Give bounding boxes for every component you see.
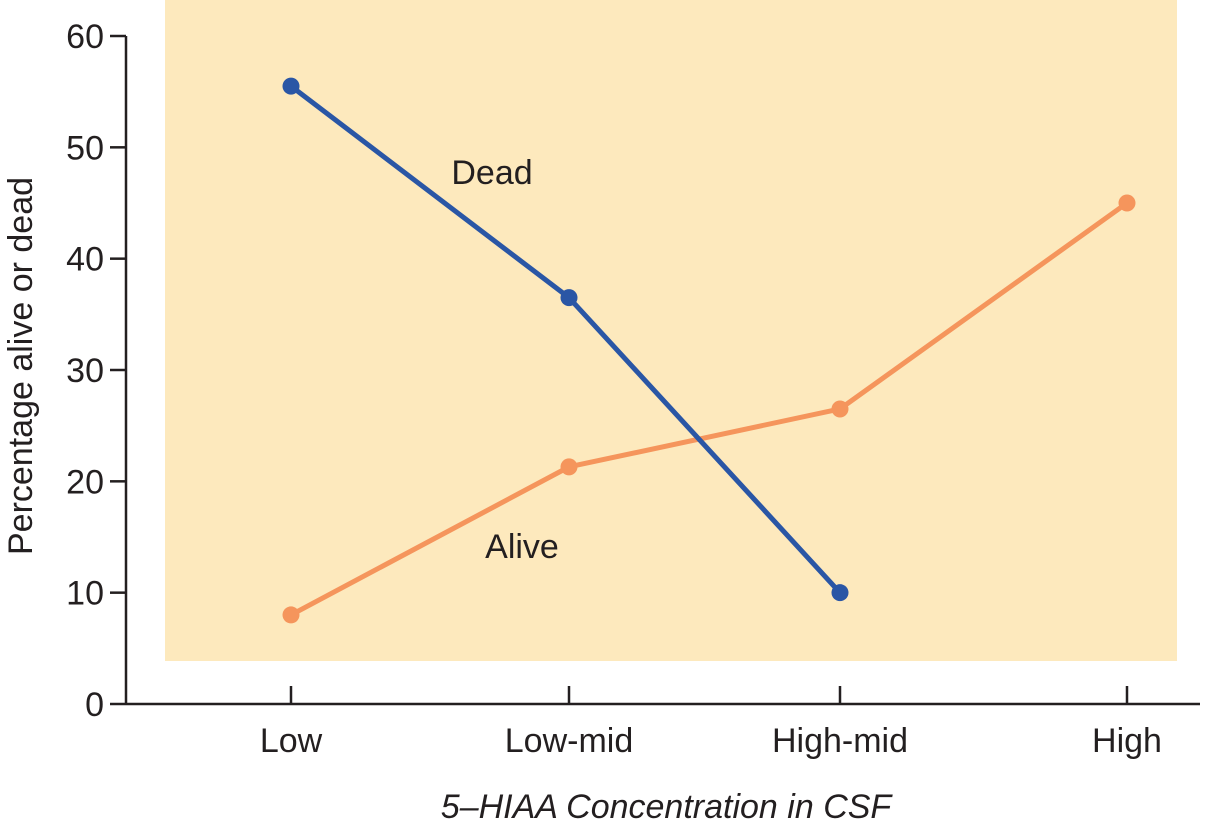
data-point-alive-0 (282, 606, 300, 624)
data-point-dead-0 (282, 77, 300, 95)
y-tick-label-20: 20 (66, 463, 104, 501)
y-tick-label-60: 60 (66, 18, 104, 56)
x-tick-label-0: Low (260, 722, 323, 760)
data-point-alive-2 (831, 400, 849, 418)
x-axis-title: 5–HIAA Concentration in CSF (441, 788, 894, 825)
x-tick-label-2: High-mid (772, 722, 908, 760)
y-tick-label-0: 0 (85, 686, 104, 724)
series-layer: Dead Alive (282, 77, 1136, 624)
x-ticks: Low Low-mid High-mid High (260, 686, 1162, 760)
data-point-dead-1 (560, 289, 578, 307)
y-tick-label-40: 40 (66, 241, 104, 279)
y-tick-label-30: 30 (66, 352, 104, 390)
y-tick-label-50: 50 (66, 129, 104, 167)
data-point-alive-3 (1118, 194, 1136, 212)
series-label-alive: Alive (485, 528, 559, 566)
series-line-alive (288, 200, 1130, 618)
plot-background (165, 0, 1177, 661)
y-tick-label-10: 10 (66, 575, 104, 613)
x-tick-label-1: Low-mid (505, 722, 633, 760)
y-ticks: 0 10 20 30 40 50 60 (66, 18, 126, 724)
data-point-alive-1 (560, 458, 578, 476)
data-point-dead-2 (831, 584, 849, 602)
x-tick-label-3: High (1092, 722, 1162, 760)
y-axis-title: Percentage alive or dead (2, 177, 40, 555)
series-label-dead: Dead (451, 154, 532, 192)
